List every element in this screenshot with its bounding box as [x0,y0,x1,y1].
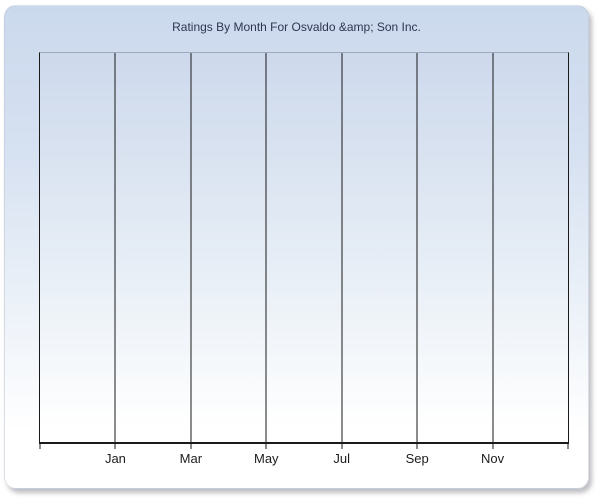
x-axis-tick [265,442,267,449]
x-axis-tick [341,442,343,449]
x-axis-label: Jan [104,451,126,466]
gridline [416,53,418,442]
x-axis-label: May [254,451,279,466]
gridline [114,53,116,442]
x-axis-tick [416,442,418,449]
x-axis-label: Sep [405,451,429,466]
plot-area: Jan Mar May Jul Sep Nov [39,52,569,466]
gridline [265,53,267,442]
chart-title: Ratings By Month For Osvaldo &amp; Son I… [172,20,421,34]
gridline [341,53,343,442]
chart-panel: Ratings By Month For Osvaldo &amp; Son I… [4,5,589,489]
gridline [492,53,494,442]
x-axis-label: Jul [333,451,351,466]
x-axis-tick [492,442,494,449]
x-axis-label: Mar [179,451,203,466]
x-axis-tick [39,442,41,449]
x-axis-tick [190,442,192,449]
x-axis-label: Nov [481,451,505,466]
x-axis-tick [114,442,116,449]
x-axis-tick [567,442,569,449]
gridline [190,53,192,442]
